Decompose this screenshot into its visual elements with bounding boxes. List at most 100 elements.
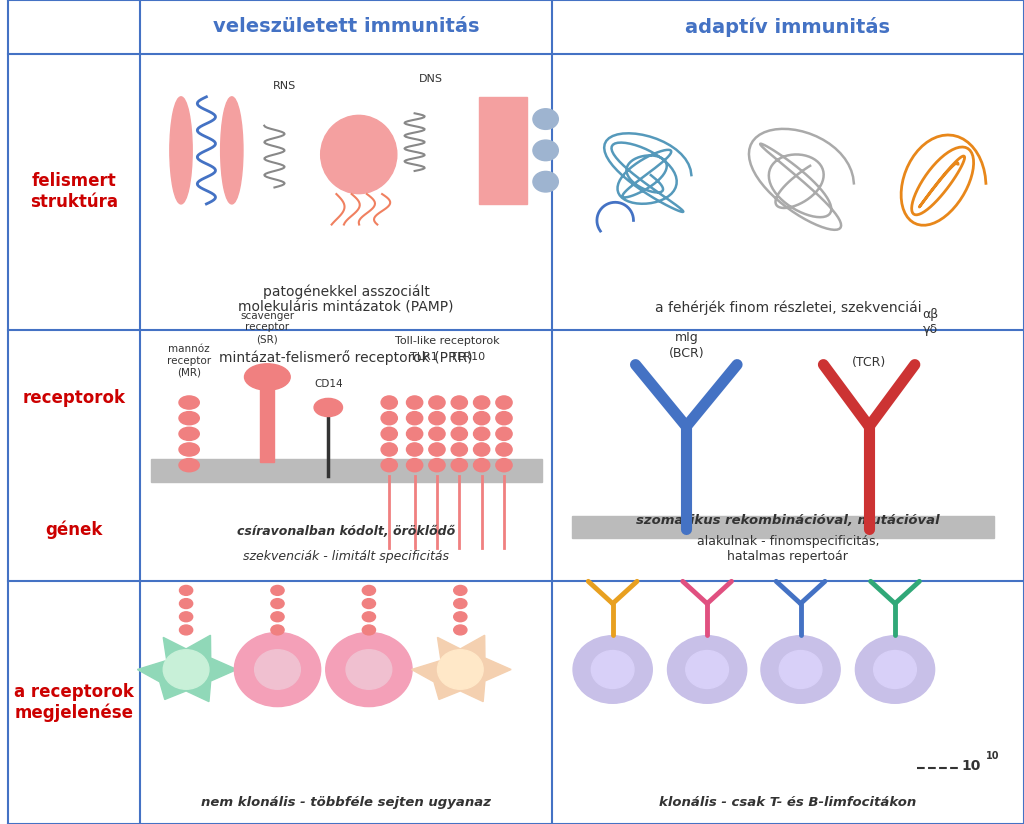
Ellipse shape bbox=[179, 396, 200, 410]
Ellipse shape bbox=[362, 611, 376, 622]
Ellipse shape bbox=[163, 649, 209, 689]
Ellipse shape bbox=[362, 625, 376, 634]
Ellipse shape bbox=[381, 428, 397, 440]
Text: 10: 10 bbox=[962, 759, 980, 773]
Ellipse shape bbox=[245, 364, 290, 391]
Ellipse shape bbox=[271, 599, 284, 608]
Ellipse shape bbox=[234, 633, 321, 707]
Ellipse shape bbox=[179, 611, 193, 622]
Text: (BCR): (BCR) bbox=[669, 348, 705, 361]
Text: Toll-like receptorok: Toll-like receptorok bbox=[395, 336, 500, 346]
Ellipse shape bbox=[761, 636, 840, 704]
Ellipse shape bbox=[454, 599, 467, 608]
Text: mannóz
receptor
(MR): mannóz receptor (MR) bbox=[167, 344, 211, 377]
Ellipse shape bbox=[314, 399, 342, 417]
Ellipse shape bbox=[452, 459, 467, 471]
Ellipse shape bbox=[454, 586, 467, 596]
Ellipse shape bbox=[452, 443, 467, 456]
Ellipse shape bbox=[429, 428, 445, 440]
Ellipse shape bbox=[873, 651, 916, 689]
Ellipse shape bbox=[407, 428, 423, 440]
Ellipse shape bbox=[179, 428, 200, 440]
Ellipse shape bbox=[496, 443, 512, 456]
Ellipse shape bbox=[473, 412, 489, 425]
Ellipse shape bbox=[532, 171, 558, 192]
Ellipse shape bbox=[362, 599, 376, 608]
Text: nem klonális - többféle sejten ugyanaz: nem klonális - többféle sejten ugyanaz bbox=[201, 796, 492, 809]
Ellipse shape bbox=[532, 140, 558, 161]
Ellipse shape bbox=[326, 633, 412, 707]
Text: alakulnak - finomspecificitás,
hatalmas repertoár: alakulnak - finomspecificitás, hatalmas … bbox=[696, 535, 880, 563]
Ellipse shape bbox=[452, 412, 467, 425]
Ellipse shape bbox=[346, 649, 392, 689]
Ellipse shape bbox=[532, 109, 558, 129]
Ellipse shape bbox=[381, 396, 397, 410]
Bar bbox=[151, 460, 542, 481]
Ellipse shape bbox=[381, 412, 397, 425]
Text: αβ
γδ: αβ γδ bbox=[922, 308, 938, 336]
Ellipse shape bbox=[407, 459, 423, 471]
Ellipse shape bbox=[686, 651, 728, 689]
Text: 10: 10 bbox=[986, 751, 999, 761]
Ellipse shape bbox=[496, 428, 512, 440]
Ellipse shape bbox=[473, 396, 489, 410]
Ellipse shape bbox=[573, 636, 652, 704]
Ellipse shape bbox=[407, 443, 423, 456]
Polygon shape bbox=[137, 635, 237, 701]
Ellipse shape bbox=[429, 412, 445, 425]
Ellipse shape bbox=[179, 599, 193, 608]
Ellipse shape bbox=[452, 396, 467, 410]
Ellipse shape bbox=[179, 459, 200, 471]
Text: receptorok: receptorok bbox=[23, 389, 126, 406]
Ellipse shape bbox=[496, 412, 512, 425]
Text: mIg: mIg bbox=[675, 331, 698, 344]
Ellipse shape bbox=[381, 459, 397, 471]
Text: (TCR): (TCR) bbox=[852, 356, 886, 369]
Ellipse shape bbox=[179, 412, 200, 425]
Text: a receptorok
megjelenése: a receptorok megjelenése bbox=[14, 683, 134, 722]
Ellipse shape bbox=[496, 396, 512, 410]
Ellipse shape bbox=[454, 625, 467, 634]
Text: szomatikus rekombinációval, mutációval: szomatikus rekombinációval, mutációval bbox=[636, 514, 940, 527]
Ellipse shape bbox=[407, 396, 423, 410]
Text: felismert
struktúra: felismert struktúra bbox=[31, 172, 119, 211]
Bar bbox=[478, 96, 527, 204]
Ellipse shape bbox=[779, 651, 822, 689]
Ellipse shape bbox=[362, 586, 376, 596]
Text: csíravonalban kódolt, öröklődő: csíravonalban kódolt, öröklődő bbox=[237, 525, 456, 538]
Ellipse shape bbox=[437, 649, 483, 689]
Ellipse shape bbox=[454, 611, 467, 622]
Text: scavenger
receptor
(SR): scavenger receptor (SR) bbox=[241, 311, 295, 344]
Bar bbox=[260, 388, 274, 461]
Text: gének: gének bbox=[46, 520, 103, 539]
Ellipse shape bbox=[271, 611, 284, 622]
Ellipse shape bbox=[496, 459, 512, 471]
Bar bbox=[572, 516, 993, 537]
Text: RNS: RNS bbox=[272, 81, 296, 91]
Ellipse shape bbox=[429, 459, 445, 471]
Text: CD14: CD14 bbox=[314, 379, 343, 390]
Ellipse shape bbox=[179, 586, 193, 596]
Ellipse shape bbox=[429, 396, 445, 410]
Ellipse shape bbox=[473, 428, 489, 440]
Text: TLR1 – TLR10: TLR1 – TLR10 bbox=[410, 353, 484, 363]
Text: adaptív immunitás: adaptív immunitás bbox=[685, 16, 890, 37]
Ellipse shape bbox=[170, 96, 193, 204]
Text: klonális - csak T- és B-limfocitákon: klonális - csak T- és B-limfocitákon bbox=[659, 796, 916, 809]
Ellipse shape bbox=[473, 443, 489, 456]
Text: DNS: DNS bbox=[419, 74, 442, 85]
Text: szekvenciák - limitált specificitás: szekvenciák - limitált specificitás bbox=[243, 550, 450, 563]
Text: a fehérjék finom részletei, szekvenciái: a fehérjék finom részletei, szekvenciái bbox=[654, 300, 922, 315]
Ellipse shape bbox=[179, 443, 200, 456]
Ellipse shape bbox=[473, 459, 489, 471]
Ellipse shape bbox=[668, 636, 746, 704]
Ellipse shape bbox=[321, 115, 397, 194]
Ellipse shape bbox=[271, 625, 284, 634]
Ellipse shape bbox=[452, 428, 467, 440]
Text: mintázat-felismerő receptorok (PRR): mintázat-felismerő receptorok (PRR) bbox=[219, 350, 473, 365]
Polygon shape bbox=[412, 635, 511, 701]
Ellipse shape bbox=[220, 96, 243, 204]
Ellipse shape bbox=[255, 649, 300, 689]
Ellipse shape bbox=[429, 443, 445, 456]
Ellipse shape bbox=[591, 651, 634, 689]
